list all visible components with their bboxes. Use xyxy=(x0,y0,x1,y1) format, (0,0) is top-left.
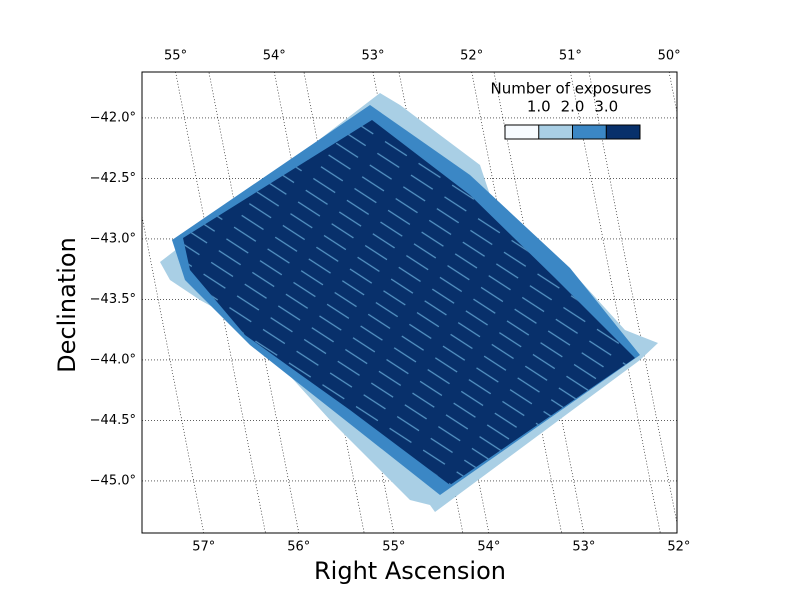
y-tick-label: −45.0° xyxy=(90,473,136,488)
x-axis-label: Right Ascension xyxy=(314,557,506,585)
x-tick-label: 56° xyxy=(287,540,310,555)
y-tick-label: −43.0° xyxy=(90,231,136,246)
grid-line xyxy=(668,72,677,115)
colorbar-tick-label: 3.0 xyxy=(594,98,618,116)
colorbar-tick-label: 1.0 xyxy=(527,98,551,116)
x-tick-label: 55° xyxy=(382,540,405,555)
y-axis-label: Declination xyxy=(53,237,81,373)
top-x-tick-label: 52° xyxy=(460,49,483,64)
top-x-tick-label: 53° xyxy=(361,49,384,64)
colorbar-tick-label: 2.0 xyxy=(561,98,585,116)
y-tick-label: −44.0° xyxy=(90,352,136,367)
colorbar-swatch xyxy=(572,125,607,139)
grid-line xyxy=(588,72,677,525)
x-tick-label: 52° xyxy=(667,540,690,555)
y-tick-label: −42.0° xyxy=(90,110,136,125)
grid-line xyxy=(142,214,205,533)
y-tick-label: −44.5° xyxy=(90,413,136,428)
y-tick-label: −43.5° xyxy=(90,292,136,307)
coverage-streaks xyxy=(183,120,635,485)
top-x-tick-label: 55° xyxy=(164,49,187,64)
top-x-tick-label: 51° xyxy=(559,49,582,64)
top-x-tick-label: 50° xyxy=(658,49,681,64)
y-tick-label: −42.5° xyxy=(90,171,136,186)
axes-frame xyxy=(141,71,678,534)
colorbar-swatch xyxy=(505,125,539,139)
coverage xyxy=(160,93,658,512)
x-tick-label: 57° xyxy=(192,540,215,555)
x-tick-label: 54° xyxy=(477,540,500,555)
colorbar-swatch xyxy=(538,125,573,139)
colorbar-swatch xyxy=(606,125,640,139)
top-x-tick-label: 54° xyxy=(263,49,286,64)
x-tick-label: 53° xyxy=(572,540,595,555)
grid-line xyxy=(570,72,661,533)
colorbar-title: Number of exposures xyxy=(491,80,652,98)
